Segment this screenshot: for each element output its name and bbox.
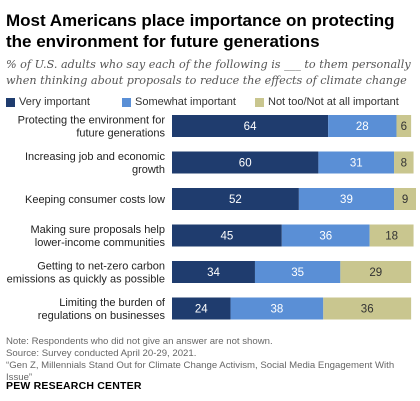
bar-segment [394, 151, 414, 174]
bar-segment [298, 188, 395, 210]
legend-swatch-somewhat-important [122, 97, 131, 107]
data-label: 6 [401, 121, 407, 133]
stacked-bar-chart: Protecting the environment for future gen… [7, 115, 416, 322]
category-label: Keeping consumer costs low [25, 194, 165, 206]
bar-segment [172, 297, 231, 320]
legend-label-somewhat-important: Somewhat important [135, 96, 236, 108]
category-label: Making sure proposals help lower-income c… [30, 224, 165, 249]
category-label: Increasing job and economic growth [25, 151, 166, 176]
legend-item-not-important: Not too/Not at all important [255, 96, 399, 108]
bar-segment [281, 224, 370, 247]
category-label-line: growth [132, 164, 165, 176]
data-label: 34 [207, 267, 220, 279]
data-label: 39 [340, 194, 353, 206]
bar-segment [396, 115, 412, 137]
category-label-line: Keeping consumer costs low [25, 194, 165, 206]
report-title-line: “Gen Z, Millennials Stand Out for Climat… [6, 360, 395, 371]
bar-segment [172, 261, 255, 283]
data-label: 52 [229, 194, 242, 206]
data-label: 35 [291, 267, 304, 279]
bar-segment [394, 188, 416, 210]
chart-subtitle: % of U.S. adults who say each of the fol… [6, 58, 411, 87]
bar-segment [318, 151, 395, 174]
bar-segment [172, 224, 282, 247]
category-label-line: lower-income communities [35, 237, 166, 249]
data-label: 31 [350, 158, 363, 170]
bar-segment [254, 261, 341, 283]
bar-segment [369, 224, 414, 247]
bar-segment [172, 188, 299, 210]
legend-label-very-important: Very important [19, 96, 90, 108]
data-label: 24 [195, 304, 208, 316]
report-title-line: Issue” [6, 372, 33, 383]
category-label-line: Limiting the burden of [59, 297, 166, 309]
legend-item-very-important: Very important [6, 96, 90, 108]
category-label: Limiting the burden of regulations on bus… [38, 297, 166, 322]
bar-segment [172, 151, 319, 174]
legend-swatch-very-important [6, 97, 15, 107]
bar-segment [172, 115, 329, 137]
org-credit: PEW RESEARCH CENTER [6, 380, 142, 392]
data-label: 38 [271, 304, 284, 316]
category-label-line: Getting to net-zero carbon [37, 261, 165, 273]
note-line: Note: Respondents who did not give an an… [6, 336, 273, 347]
category-label: Getting to net-zero carbon emissions as q… [7, 261, 165, 286]
category-label-line: Making sure proposals help [30, 224, 165, 236]
data-label: 8 [401, 158, 407, 170]
category-label-line: future generations [76, 128, 165, 140]
data-label: 64 [244, 121, 257, 133]
data-label: 36 [361, 304, 374, 316]
legend-item-somewhat-important: Somewhat important [122, 96, 236, 108]
category-label-line: emissions as quickly as possible [7, 274, 165, 286]
category-label-line: regulations on businesses [38, 310, 166, 322]
chart-legend: Very important Somewhat important Not to… [6, 96, 418, 112]
data-label: 9 [402, 194, 408, 206]
data-label: 36 [319, 231, 332, 243]
category-label: Protecting the environment for future gen… [18, 115, 166, 140]
legend-swatch-not-important [255, 97, 264, 107]
bar-segment [230, 297, 324, 320]
data-label: 29 [369, 267, 382, 279]
source-line: Source: Survey conducted April 20-29, 20… [6, 348, 197, 359]
chart-title: Most Americans place importance on prote… [6, 11, 395, 51]
legend-label-not-important: Not too/Not at all important [268, 96, 399, 108]
category-label-line: Increasing job and economic [25, 151, 166, 163]
bar-segment [328, 115, 397, 137]
data-label: 18 [385, 231, 398, 243]
bar-segment [323, 297, 412, 320]
category-label-line: Protecting the environment for [18, 115, 166, 127]
chart-notes: Note: Respondents who did not give an an… [6, 336, 416, 384]
data-label: 45 [221, 231, 234, 243]
data-label: 60 [239, 158, 252, 170]
data-label: 28 [356, 121, 369, 133]
bar-segment [340, 261, 412, 283]
